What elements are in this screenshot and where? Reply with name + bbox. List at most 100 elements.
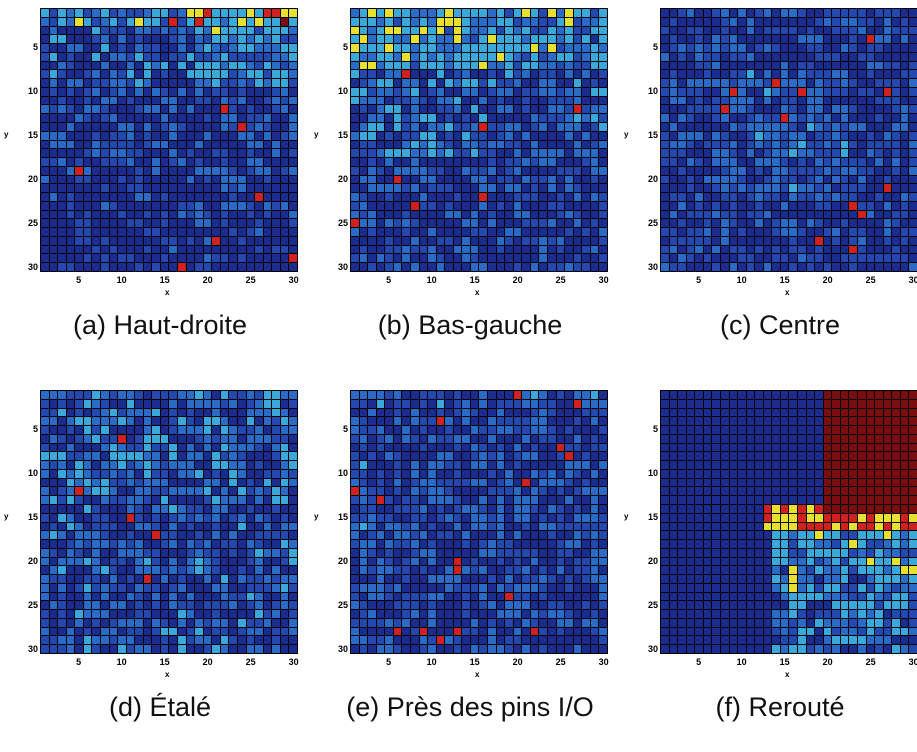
heatmap-cell	[118, 610, 126, 618]
heatmap-cell	[272, 228, 280, 236]
heatmap-cell	[557, 487, 565, 495]
heatmap-cell	[247, 444, 255, 452]
heatmap-cell	[264, 610, 272, 618]
heatmap-cell	[738, 123, 746, 131]
heatmap-cell	[841, 167, 849, 175]
heatmap-cell	[901, 435, 909, 443]
heatmap-cell	[187, 531, 195, 539]
heatmap-cell	[479, 558, 487, 566]
heatmap-cell	[522, 184, 530, 192]
heatmap-cell	[479, 549, 487, 557]
heatmap-cell	[479, 610, 487, 618]
heatmap-cell	[221, 505, 229, 513]
heatmap-cell	[867, 435, 875, 443]
heatmap-cell	[420, 123, 428, 131]
heatmap-cell	[824, 18, 832, 26]
heatmap-cell	[351, 636, 359, 644]
heatmap-cell	[428, 619, 436, 627]
heatmap-cell	[195, 228, 203, 236]
heatmap-cell	[591, 558, 599, 566]
heatmap-cell	[892, 237, 900, 245]
heatmap-cell	[557, 531, 565, 539]
heatmap-cell	[454, 167, 462, 175]
heatmap-cell	[264, 645, 272, 653]
heatmap-cell	[815, 228, 823, 236]
heatmap-cell	[832, 167, 840, 175]
heatmap-cell	[360, 487, 368, 495]
heatmap-cell	[212, 123, 220, 131]
heatmap-cell	[454, 44, 462, 52]
heatmap-cell	[522, 452, 530, 460]
heatmap-cell	[807, 132, 815, 140]
heatmap-cell	[678, 123, 686, 131]
heatmap-cell	[169, 237, 177, 245]
heatmap-cell	[402, 167, 410, 175]
heatmap-cell	[411, 263, 419, 271]
heatmap-cell	[599, 70, 607, 78]
heatmap-cell	[548, 158, 556, 166]
heatmap-cell	[824, 88, 832, 96]
heatmap-cell	[789, 237, 797, 245]
heatmap-cell	[815, 461, 823, 469]
heatmap-cell	[221, 523, 229, 531]
heatmap-cell	[368, 184, 376, 192]
heatmap-cell	[351, 593, 359, 601]
heatmap-cell	[772, 18, 780, 26]
heatmap-cell	[841, 35, 849, 43]
heatmap-cell	[420, 523, 428, 531]
heatmap-cell	[394, 400, 402, 408]
heatmap-cell	[462, 584, 470, 592]
heatmap-cell	[807, 391, 815, 399]
heatmap-cell	[127, 44, 135, 52]
heatmap-cell	[781, 123, 789, 131]
heatmap-cell	[824, 97, 832, 105]
heatmap-cell	[368, 470, 376, 478]
heatmap-cell	[204, 566, 212, 574]
heatmap-cell	[764, 246, 772, 254]
heatmap-cell	[84, 53, 92, 61]
heatmap-cell	[394, 254, 402, 262]
heatmap-cell	[824, 444, 832, 452]
heatmap-cell	[755, 417, 763, 425]
heatmap-cell	[385, 123, 393, 131]
heatmap-cell	[539, 18, 547, 26]
heatmap-cell	[75, 531, 83, 539]
heatmap-cell	[212, 114, 220, 122]
heatmap-cell	[272, 636, 280, 644]
heatmap-cell	[229, 575, 237, 583]
heatmap-cell	[531, 53, 539, 61]
heatmap-cell	[351, 400, 359, 408]
heatmap-cell	[454, 35, 462, 43]
heatmap-cell	[591, 523, 599, 531]
heatmap-cell	[161, 417, 169, 425]
heatmap-cell	[730, 211, 738, 219]
heatmap-cell	[92, 479, 100, 487]
heatmap-cell	[841, 18, 849, 26]
heatmap-cell	[272, 452, 280, 460]
heatmap-cell	[428, 62, 436, 70]
heatmap-cell	[738, 237, 746, 245]
heatmap-cell	[110, 167, 118, 175]
heatmap-cell	[92, 461, 100, 469]
heatmap-cell	[411, 53, 419, 61]
heatmap-cell	[169, 132, 177, 140]
heatmap-cell	[195, 610, 203, 618]
heatmap-cell	[599, 184, 607, 192]
heatmap-cell	[670, 149, 678, 157]
heatmap-cell	[221, 435, 229, 443]
heatmap-cell	[875, 263, 883, 271]
heatmap-cell	[385, 219, 393, 227]
heatmap-cell	[755, 62, 763, 70]
heatmap-cell	[281, 636, 289, 644]
heatmap-cell	[377, 514, 385, 522]
heatmap-cell	[909, 141, 917, 149]
heatmap-cell	[84, 514, 92, 522]
heatmap-cell	[712, 435, 720, 443]
heatmap-cell	[229, 79, 237, 87]
heatmap-cell	[84, 9, 92, 17]
heatmap-cell	[565, 211, 573, 219]
heatmap-cell	[247, 601, 255, 609]
heatmap-cell	[212, 228, 220, 236]
heatmap-cell	[514, 461, 522, 469]
heatmap-cell	[807, 105, 815, 113]
